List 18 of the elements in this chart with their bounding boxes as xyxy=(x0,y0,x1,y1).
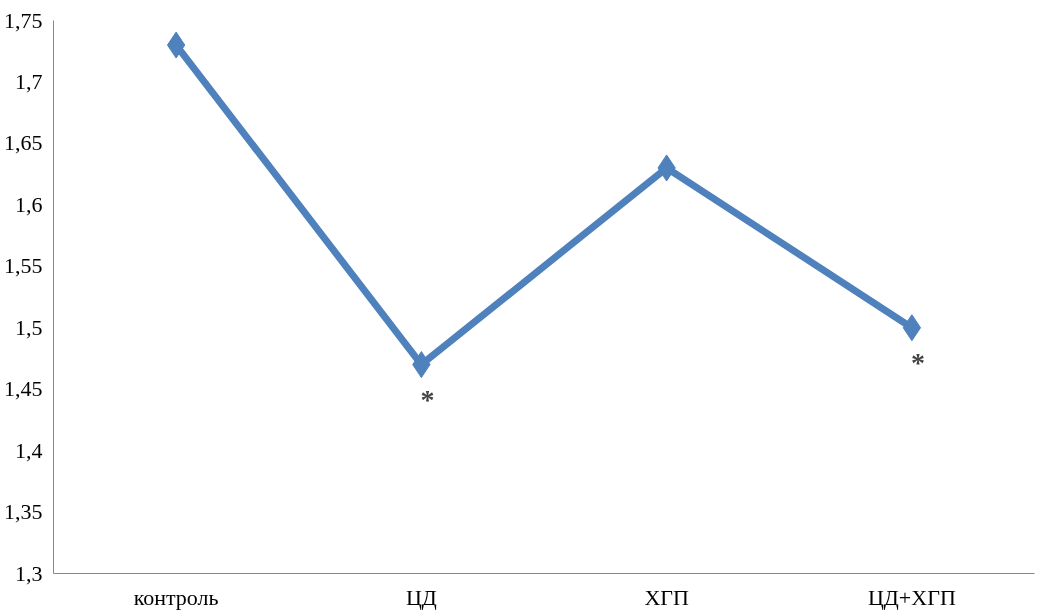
y-tick-label: 1,5 xyxy=(15,314,43,340)
x-tick-label: ЦД+ХГП xyxy=(867,584,956,610)
x-tick-label: контроль xyxy=(133,584,219,610)
y-tick-label: 1,3 xyxy=(15,560,43,586)
x-tick-label: ЦД xyxy=(405,584,437,610)
y-tick-label: 1,45 xyxy=(4,376,43,402)
x-tick-label: ХГП xyxy=(644,584,689,610)
y-tick-label: 1,7 xyxy=(15,68,43,94)
point xyxy=(166,31,186,59)
point xyxy=(902,314,922,342)
y-tick-label: 1,6 xyxy=(15,191,43,217)
y-tick-label: 1,75 xyxy=(4,7,43,33)
y-tick-label: 1,35 xyxy=(4,499,43,525)
y-tick-label: 1,65 xyxy=(4,130,43,156)
annotation: * xyxy=(910,346,925,378)
y-tick-label: 1,55 xyxy=(4,253,43,279)
y-tick-label: 1,4 xyxy=(15,437,43,463)
annotation: * xyxy=(420,383,435,415)
